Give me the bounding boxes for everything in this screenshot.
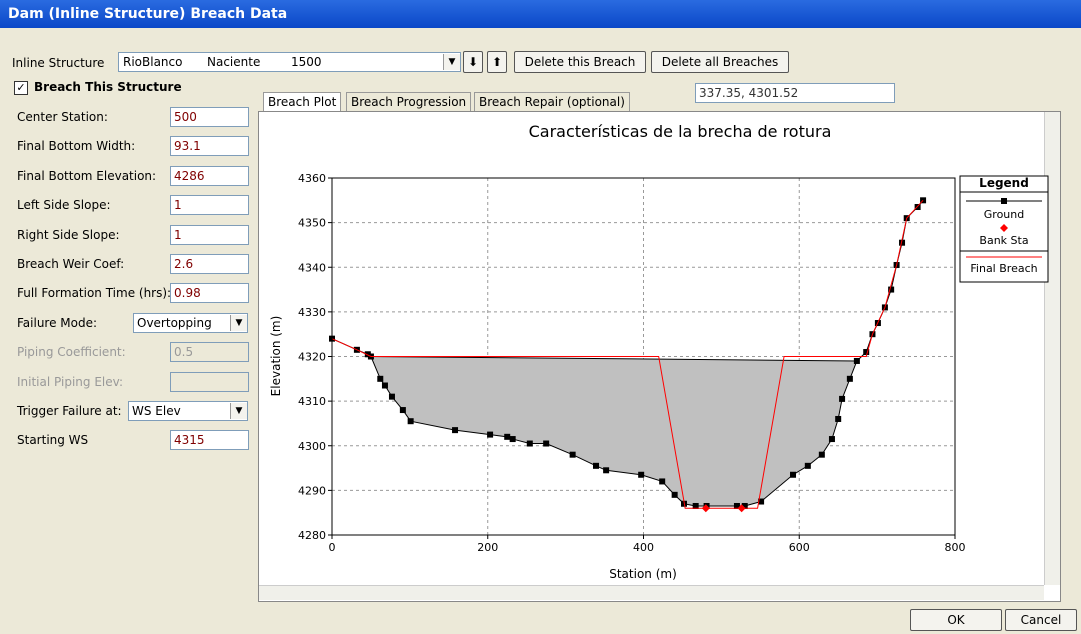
tab[interactable]: Breach Repair (optional) bbox=[474, 92, 630, 111]
checkbox[interactable]: ✓ bbox=[14, 81, 28, 95]
down-button[interactable]: ⬇ bbox=[463, 51, 483, 73]
field-label: Piping Coefficient: bbox=[17, 345, 126, 360]
field-input[interactable]: 1 bbox=[170, 195, 249, 216]
up-button[interactable]: ⬆ bbox=[487, 51, 507, 73]
tab[interactable]: Breach Progression bbox=[346, 92, 472, 111]
field-input[interactable]: 93.1 bbox=[170, 136, 249, 157]
structure-combo[interactable]: RioBlanco Naciente 1500 ▼ bbox=[118, 52, 461, 72]
field-label: Right Side Slope: bbox=[17, 227, 120, 242]
plot-panel bbox=[258, 111, 1061, 602]
field-input[interactable]: 4286 bbox=[170, 165, 249, 186]
checkbox-label: Breach This Structure bbox=[34, 80, 182, 94]
field-label: Final Bottom Width: bbox=[17, 139, 136, 154]
field-label: Initial Piping Elev: bbox=[17, 374, 124, 389]
field-input bbox=[170, 371, 249, 392]
field-label: Breach Weir Coef: bbox=[17, 257, 125, 271]
dropdown-arrow: ▼ bbox=[230, 314, 247, 331]
station: 1500 bbox=[291, 55, 322, 69]
field-label: Failure Mode: bbox=[17, 315, 98, 330]
field-input[interactable]: 1 bbox=[170, 224, 249, 245]
cancel-button[interactable]: Cancel bbox=[1005, 609, 1077, 631]
cursor-readout: 337.35, 4301.52 bbox=[695, 83, 895, 103]
horizontal-scrollbar[interactable] bbox=[259, 585, 1044, 600]
toolbar-label: Inline Structure bbox=[12, 56, 105, 70]
field-input[interactable]: 0.98 bbox=[170, 283, 249, 304]
dropdown-arrow: ▼ bbox=[443, 54, 460, 70]
field-input[interactable]: 4315 bbox=[170, 430, 249, 451]
reach: Naciente bbox=[207, 55, 261, 69]
dropdown-arrow: ▼ bbox=[230, 403, 247, 419]
field-label: Trigger Failure at: bbox=[17, 404, 122, 418]
field-label: Final Bottom Elevation: bbox=[17, 168, 157, 183]
field-select[interactable]: Overtopping ▼ bbox=[133, 312, 248, 333]
field-label: Center Station: bbox=[17, 110, 108, 124]
title-bar: Dam (Inline Structure) Breach Data bbox=[0, 0, 1081, 28]
vertical-scrollbar[interactable] bbox=[1044, 112, 1060, 585]
delete-all-button[interactable]: Delete all Breaches bbox=[651, 51, 789, 73]
tab[interactable]: Breach Plot bbox=[263, 92, 342, 111]
delete-breach-button[interactable]: Delete this Breach bbox=[514, 51, 646, 73]
field-input: 0.5 bbox=[170, 342, 249, 363]
field-label: Full Formation Time (hrs): bbox=[17, 286, 172, 301]
river: RioBlanco bbox=[123, 55, 183, 69]
ok-button[interactable]: OK bbox=[910, 609, 1002, 631]
field-input[interactable]: 2.6 bbox=[170, 254, 249, 274]
field-input[interactable]: 500 bbox=[170, 107, 249, 127]
field-select[interactable]: WS Elev ▼ bbox=[128, 401, 248, 421]
field-label: Starting WS bbox=[17, 433, 89, 448]
field-label: Left Side Slope: bbox=[17, 198, 111, 213]
